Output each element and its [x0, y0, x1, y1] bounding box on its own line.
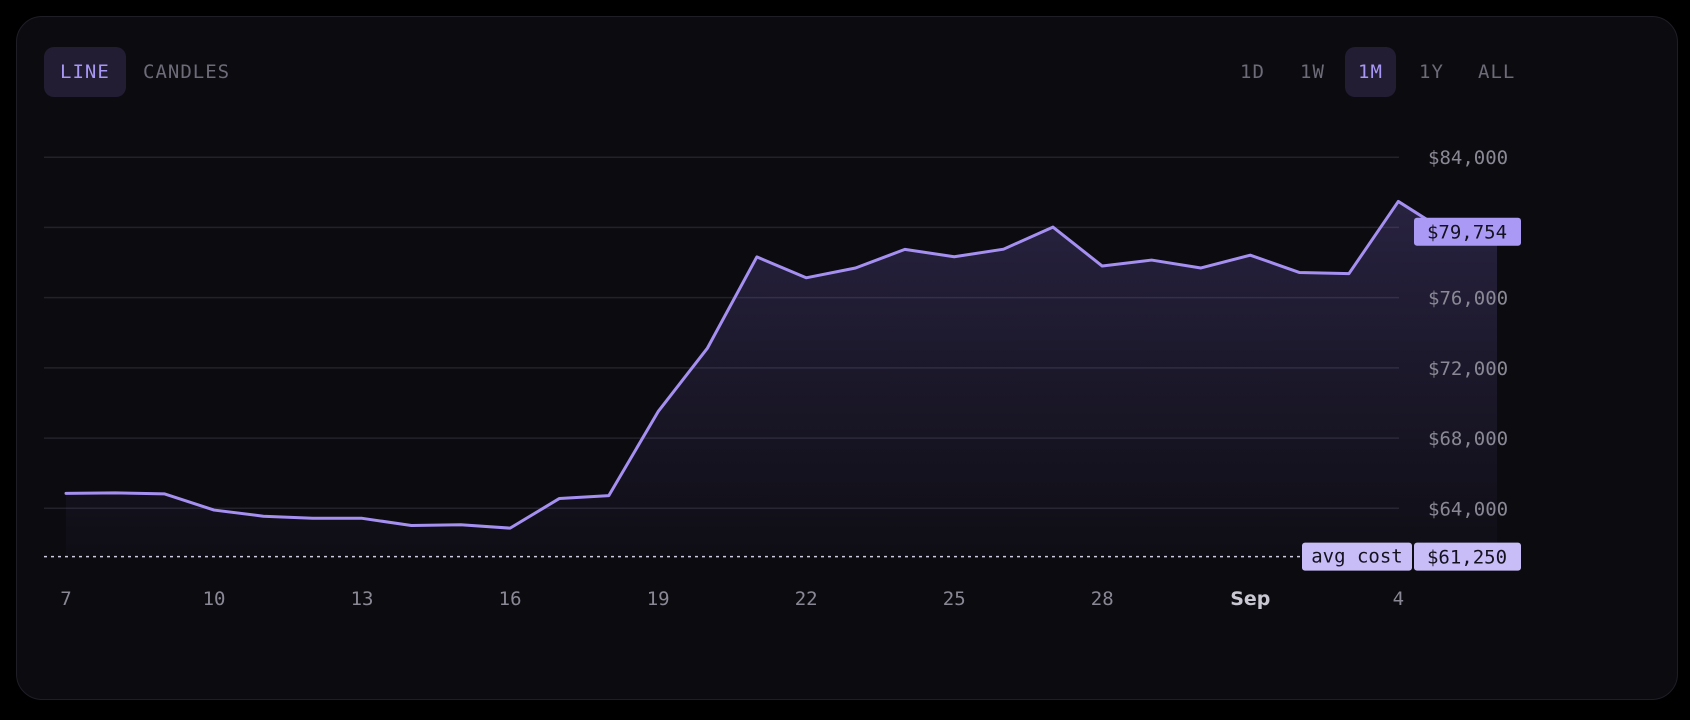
x-tick-label: 4: [1393, 588, 1404, 610]
candles-view-button[interactable]: CANDLES: [143, 61, 231, 83]
range-button-1m[interactable]: 1M: [1345, 47, 1396, 97]
y-tick-label: $68,000: [1428, 428, 1508, 450]
chart-area: $64,000 $68,000 $72,000 $76,000 $84,000 7 10 1…: [17, 17, 1679, 701]
avg-cost-label: avg cost: [1311, 546, 1403, 568]
current-price-tag: [1414, 217, 1521, 246]
price-chart: $64,000 $68,000 $72,000 $76,000 $84,000 7 10 1…: [44, 147, 1521, 610]
y-tick-label: $76,000: [1428, 288, 1508, 310]
x-tick-label: 25: [943, 588, 966, 610]
y-tick-label: $64,000: [1428, 498, 1508, 520]
x-tick-label: 28: [1091, 588, 1114, 610]
area-fill: [66, 201, 1497, 557]
range-button-1d[interactable]: 1D: [1240, 61, 1265, 83]
x-tick-label: 10: [203, 588, 226, 610]
x-tick-label: 13: [351, 588, 374, 610]
avg-cost-tag: [1302, 542, 1412, 571]
y-tick-label: $84,000: [1428, 147, 1508, 169]
range-button-1y[interactable]: 1Y: [1419, 61, 1444, 83]
x-tick-month-label: Sep: [1230, 588, 1270, 610]
avg-cost-value-label: $61,250: [1427, 547, 1507, 569]
line-view-button[interactable]: LINE: [44, 47, 126, 97]
current-price-label: $79,754: [1427, 222, 1507, 244]
range-button-1w[interactable]: 1W: [1300, 61, 1325, 83]
avg-cost-value-tag: [1414, 542, 1521, 571]
y-tick-label: $72,000: [1428, 358, 1508, 380]
price-line: [64, 199, 1499, 530]
chart-card: $64,000 $68,000 $72,000 $76,000 $84,000 7 10 1…: [16, 16, 1678, 700]
x-tick-label: 7: [60, 588, 71, 610]
range-button-all[interactable]: ALL: [1478, 61, 1516, 83]
x-tick-label: 16: [499, 588, 522, 610]
x-tick-label: 22: [795, 588, 818, 610]
x-tick-label: 19: [647, 588, 670, 610]
